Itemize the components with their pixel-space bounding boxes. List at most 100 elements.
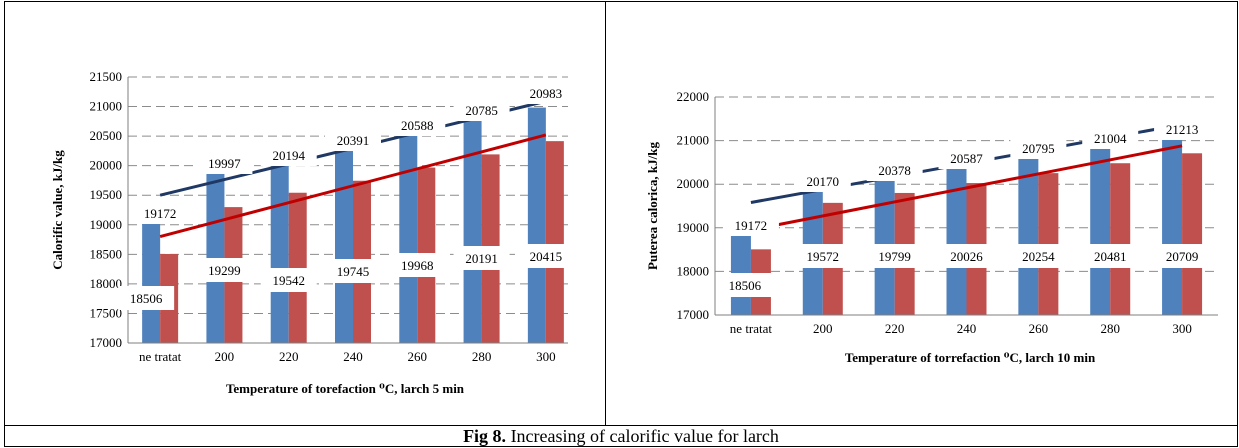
data-label-series2: 18506 [130, 291, 163, 306]
bar-series1 [335, 142, 353, 343]
data-label-bg [325, 259, 381, 283]
data-label-bg [1082, 244, 1139, 268]
x-axis-title: Temperature of torrefaction ⁰C, larch 10… [845, 350, 1096, 365]
data-label-series1: 21004 [1094, 131, 1127, 146]
y-tick-label: 21000 [90, 99, 123, 114]
data-label-series2: 19745 [337, 264, 370, 279]
caption-divider [4, 425, 1238, 426]
data-label-bg [716, 273, 773, 297]
data-label-series1: 21213 [1166, 122, 1199, 137]
data-label-series2: 19572 [807, 249, 840, 264]
x-tick-label: ne tratat [139, 349, 182, 364]
x-tick-label: 200 [813, 321, 833, 336]
data-label-series2: 20709 [1166, 249, 1199, 264]
data-label-series2: 19542 [272, 273, 305, 288]
y-tick-label: 19000 [90, 217, 123, 232]
y-tick-label: 20000 [90, 158, 123, 173]
data-label-bg [722, 216, 779, 236]
x-tick-label: 300 [536, 349, 556, 364]
data-label-series1: 20588 [401, 118, 434, 133]
x-tick-label: 220 [885, 321, 905, 336]
trendline-series2 [159, 133, 547, 239]
x-tick-label: 200 [215, 349, 235, 364]
bar-series1 [399, 130, 418, 343]
data-label-series1: 19172 [735, 218, 768, 233]
data-label-series1: 20170 [807, 174, 840, 189]
bar-series1 [946, 158, 967, 315]
data-label-series2: 18506 [729, 278, 762, 293]
data-label-series1: 20378 [878, 163, 911, 178]
data-label-bg [1010, 139, 1067, 159]
data-label-series2: 20415 [530, 249, 563, 264]
y-tick-label: 18000 [90, 276, 123, 291]
data-label-bg [453, 246, 510, 270]
bar-series1 [1090, 140, 1111, 315]
data-label-bg [1082, 129, 1139, 149]
y-tick-label: 21000 [677, 133, 710, 148]
bar-series1 [874, 167, 895, 315]
data-label-bg [132, 204, 189, 224]
data-label-bg [938, 244, 995, 268]
data-label-bg [794, 244, 851, 268]
x-tick-label: ne tratat [730, 321, 773, 336]
panel-divider [605, 1, 606, 425]
data-label-series1: 20391 [337, 133, 370, 148]
data-label-bg [1010, 244, 1067, 268]
x-tick-label: 280 [472, 349, 492, 364]
y-tick-label: 21500 [90, 69, 123, 84]
y-tick-label: 20000 [677, 176, 710, 191]
bar-series2 [288, 192, 307, 343]
x-axis-title: Temperature of torefaction ⁰C, larch 5 m… [226, 381, 465, 396]
data-label-bg [196, 258, 253, 282]
y-tick-label: 19500 [90, 187, 123, 202]
data-label-bg [389, 253, 446, 277]
data-label-series1: 20587 [950, 151, 983, 166]
caption-label: Fig 8. [463, 426, 507, 446]
figure-frame [4, 1, 1238, 447]
data-label-series2: 19799 [878, 249, 911, 264]
bar-series2 [1110, 163, 1131, 315]
data-label-series2: 20191 [465, 251, 498, 266]
data-label-series2: 20481 [1094, 249, 1127, 264]
data-label-bg [260, 146, 317, 166]
y-tick-label: 18500 [90, 246, 123, 261]
data-label-bg [260, 268, 317, 292]
data-label-series2: 19299 [208, 263, 241, 278]
y-axis-title: Puterea calorica, kJ/kg [645, 142, 660, 270]
data-label-bg [517, 84, 574, 104]
data-label-bg [118, 286, 175, 310]
data-label-bg [794, 172, 851, 192]
y-tick-label: 18000 [677, 263, 710, 278]
bar-series1 [206, 165, 225, 343]
y-tick-label: 17000 [677, 307, 710, 322]
data-label-series1: 20785 [465, 103, 498, 118]
bar-series1 [527, 107, 546, 343]
bar-series1 [142, 214, 161, 343]
data-label-bg [938, 149, 995, 169]
data-label-series1: 19997 [208, 156, 241, 171]
data-label-bg [196, 154, 253, 174]
data-label-series1: 20795 [1022, 141, 1055, 156]
bar-series1 [270, 154, 289, 343]
y-axis-title: Calorific value, kJ/kg [50, 150, 65, 270]
data-label-series2: 20254 [1022, 249, 1055, 264]
bar-series1 [463, 119, 482, 344]
bar-series1 [1162, 131, 1183, 315]
bar-series2 [545, 141, 564, 343]
data-label-bg [517, 244, 574, 268]
caption-text: Increasing of calorific value for larch [506, 426, 779, 446]
data-label-bg [1154, 120, 1211, 140]
x-tick-label: 240 [343, 349, 363, 364]
data-label-bg [866, 244, 923, 268]
y-tick-label: 19000 [677, 220, 710, 235]
data-label-series2: 20026 [950, 249, 983, 264]
x-tick-label: 240 [957, 321, 977, 336]
x-tick-label: 260 [1029, 321, 1049, 336]
bar-series1 [1018, 149, 1039, 315]
x-tick-label: 220 [279, 349, 299, 364]
data-label-bg [866, 161, 923, 181]
x-tick-label: 260 [408, 349, 428, 364]
data-label-bg [389, 116, 446, 136]
